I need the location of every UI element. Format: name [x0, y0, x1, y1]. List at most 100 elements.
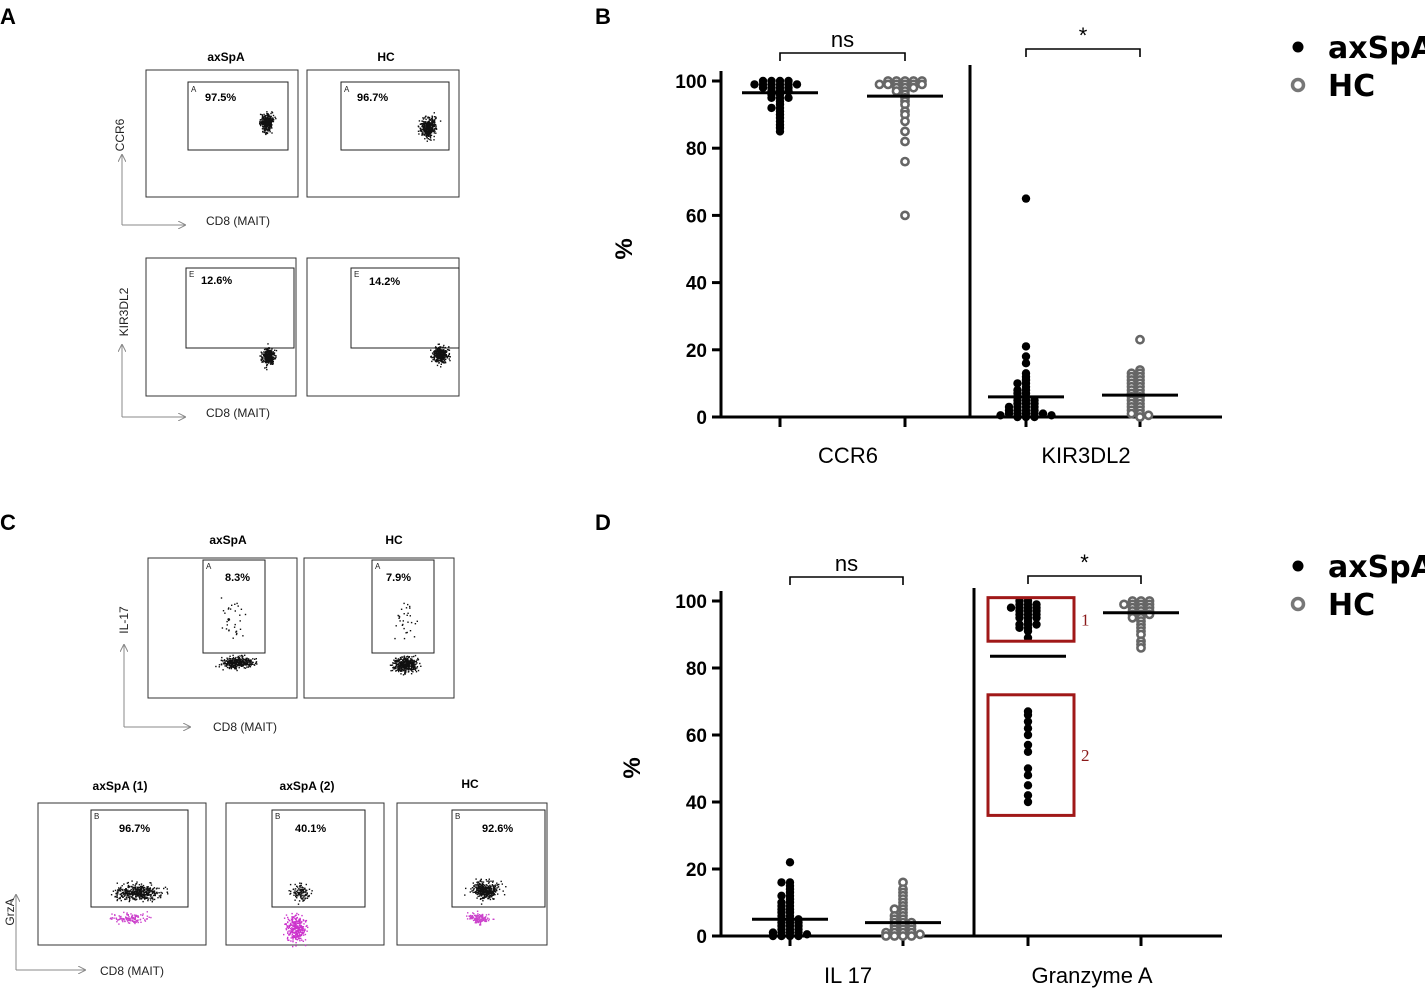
flow-gate-label-a4: E: [354, 270, 359, 279]
flow-event: [477, 891, 479, 894]
flow-event: [238, 661, 240, 663]
flow-event: [424, 129, 426, 131]
flow-event-low: [301, 934, 303, 936]
flow-event: [152, 897, 154, 899]
flow-event: [411, 661, 413, 664]
flow-event: [482, 881, 485, 883]
flow-event-low: [128, 916, 130, 918]
flow-event-low: [296, 912, 298, 915]
flow-event: [473, 887, 475, 889]
flow-event: [265, 128, 268, 130]
data-point: [777, 931, 786, 941]
flow-event: [236, 602, 238, 605]
flow-event: [306, 889, 308, 892]
flow-event: [423, 127, 425, 129]
flow-event-low: [289, 925, 291, 927]
flow-event: [224, 665, 226, 667]
flow-event: [254, 662, 257, 665]
flow-event: [120, 899, 122, 902]
flow-event: [396, 659, 398, 662]
flow-event-low: [144, 920, 147, 922]
flow-event: [149, 895, 152, 897]
flow-event: [132, 887, 134, 889]
flow-event-low: [305, 919, 308, 922]
significance-bracket: [1025, 48, 1141, 57]
flow-event: [396, 667, 399, 669]
flow-event: [489, 895, 492, 897]
flow-event: [393, 666, 396, 669]
flow-ylabel-il17: IL-17: [117, 606, 131, 634]
flow-event: [268, 362, 270, 364]
flow-event: [240, 663, 243, 665]
flow-event: [140, 886, 143, 888]
flow-event: [493, 894, 495, 896]
data-point: [1127, 612, 1138, 623]
flow-event: [294, 899, 296, 901]
flow-event-low: [128, 919, 130, 921]
flow-event: [479, 893, 482, 896]
flow-event: [252, 661, 254, 664]
flow-event: [232, 666, 234, 668]
flow-event-low: [478, 919, 481, 921]
flow-event: [404, 657, 406, 660]
flow-event: [132, 890, 134, 892]
flow-event: [127, 889, 129, 891]
flow-event: [264, 120, 266, 122]
flow-event-low: [479, 922, 482, 924]
flow-gate-label-a2: A: [344, 85, 350, 94]
flow-event-low: [283, 933, 285, 936]
flow-event: [136, 898, 138, 900]
flow-event: [392, 662, 394, 664]
flow-event-low: [483, 917, 485, 920]
flow-event: [158, 895, 161, 897]
flow-event: [135, 891, 138, 893]
flow-event: [140, 894, 142, 897]
flow-event: [434, 116, 437, 118]
flow-event: [409, 607, 411, 609]
flow-event-low: [466, 915, 468, 917]
flow-event: [436, 354, 438, 357]
flow-event: [234, 667, 236, 669]
flow-event: [403, 668, 405, 670]
flow-event: [138, 895, 140, 897]
flow-event: [478, 890, 480, 892]
flow-event: [397, 669, 399, 671]
flow-event: [308, 888, 311, 890]
flow-event-low: [485, 916, 487, 918]
flow-event-low: [287, 932, 289, 935]
flow-event: [131, 893, 134, 895]
flow-event-low: [298, 926, 300, 929]
flow-event: [402, 623, 404, 626]
flow-event: [445, 356, 447, 358]
flow-event: [262, 361, 264, 363]
flow-event: [230, 661, 232, 663]
flow-event: [437, 353, 439, 355]
flow-event-low: [298, 921, 300, 923]
flow-event: [438, 354, 440, 356]
flow-event: [140, 885, 142, 888]
flow-event: [435, 117, 437, 119]
flow-event: [272, 361, 274, 364]
flow-event: [233, 626, 236, 628]
flow-event: [492, 898, 495, 900]
flow-event: [148, 892, 150, 894]
significance-bracket: [779, 52, 906, 61]
flow-event: [142, 887, 145, 890]
y-tick-label: 80: [686, 659, 707, 680]
flow-title-c3: axSpA (1): [93, 779, 148, 793]
flow-event-low: [299, 925, 301, 927]
flow-event: [227, 663, 229, 665]
flow-event-low: [292, 941, 294, 943]
flow-event-low: [296, 938, 298, 941]
data-point: [1013, 379, 1022, 388]
flow-event: [444, 361, 447, 363]
flow-event: [270, 362, 272, 364]
flow-event: [448, 358, 450, 360]
flow-event: [405, 656, 408, 658]
flow-event: [486, 884, 488, 887]
flow-event-low: [299, 917, 301, 920]
flow-event: [439, 357, 441, 359]
flow-event: [132, 884, 134, 886]
flow-event-low: [296, 934, 298, 936]
flow-event: [482, 885, 484, 887]
